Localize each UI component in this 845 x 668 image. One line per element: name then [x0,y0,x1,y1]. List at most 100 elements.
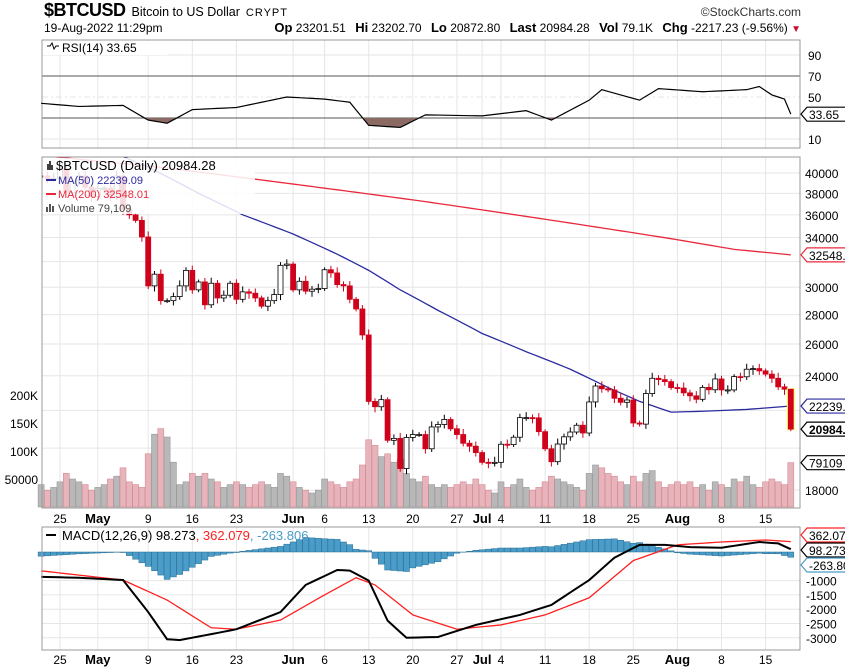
ma200-tag-label: 32548. [809,249,845,263]
candle-body [535,417,542,433]
volume-bar [705,489,713,508]
macd-histogram-bar [705,551,713,556]
volume-bar [352,478,360,508]
candle-body [271,294,278,302]
x-axis-label: 23 [230,512,244,526]
macd-signal-tag-label: 362.07 [809,529,845,543]
macd-histogram-bar [390,551,398,571]
volume-bar [226,484,234,508]
candle-body [403,437,410,469]
macd-histogram-bar [510,547,517,553]
macd-histogram-bar [718,551,725,557]
volume-bar [201,473,209,508]
volume-bar [207,478,215,508]
x-axis-label: 20 [406,653,420,667]
candle-body [668,381,674,388]
macd-histogram-bar [176,551,183,575]
volume-bar [69,478,76,508]
volume-bar [270,487,278,508]
macd-histogram-bar [711,551,719,556]
volume-value: 79.1K [621,21,654,35]
macd-histogram-bar [296,539,303,553]
x-axis-label: 18 [583,512,597,526]
macd-histogram-bar [693,551,700,555]
macd-histogram-bar [264,547,272,553]
price-legend-bg [43,158,255,214]
last-label: Last [509,20,537,35]
candle-body [189,269,196,291]
macd-legend-value: , -263.806 [250,528,309,543]
security-name: Bitcoin to US Dollar [131,5,240,19]
volume-bar [182,481,190,508]
volume-bar [585,473,593,508]
volume-bar [737,481,744,508]
macd-histogram-bar [617,540,624,553]
macd-histogram-bar [201,551,209,561]
x-axis-label: 23 [230,653,244,667]
x-axis-label: 11 [539,653,552,667]
candle-body [479,452,486,463]
candle-body [453,428,460,435]
macd-histogram-bar [680,551,687,554]
macd-legend: MACD(12,26,9) 98.273, 362.079, -263.806 [62,528,308,543]
volume-bar [195,475,202,508]
volume-bar [377,456,385,508]
macd-histogram-bar [422,551,429,566]
volume-bar [478,484,486,508]
x-axis-label: 25 [53,512,67,526]
candle-body [334,272,341,285]
volume-bar [642,473,650,508]
macd-histogram-bar [774,551,782,555]
volume-bar [56,481,64,508]
volume-bar [485,489,492,508]
volume-bar [674,481,681,508]
volume-bar [579,489,587,508]
volume-bar [434,487,442,508]
rsi-legend-icon [47,41,59,51]
volume-bar [409,478,417,508]
macd-histogram-bar [163,551,171,580]
volume-bar [566,484,574,508]
volume-bar [535,487,543,508]
macd-histogram-bar [233,551,240,553]
volume-bar [623,484,631,508]
volume-bar [321,478,328,508]
candle-body [315,288,322,290]
macd-histogram-bar [648,545,656,553]
candle-body [195,281,202,291]
macd-histogram-bar [667,550,675,553]
candle-body [290,263,297,291]
x-axis-label: 20 [406,512,420,526]
candle-body [208,282,215,306]
volume-bar [390,461,398,508]
macd-histogram-bar [132,551,139,560]
macd-histogram-bar [749,551,757,554]
price-tick-label: 38000 [805,187,839,201]
candle-body [561,436,567,445]
macd-histogram-bar [554,545,561,553]
price-tick-label: 18000 [805,484,839,498]
macd-signal-tag [800,527,845,543]
candle-body [567,431,574,438]
candle-body [611,389,618,399]
x-axis-label: Aug [665,511,690,526]
candle-body [674,387,681,389]
x-axis-label: 15 [759,512,773,526]
rsi-tick-label: 10 [808,133,822,147]
candle-body [340,284,347,287]
volume-bar [62,473,70,508]
candle-body [775,377,782,388]
x-axis-label: 27 [450,512,464,526]
volume-bar [403,473,410,508]
candle-body [258,297,265,307]
macd-histogram-bar [441,551,448,560]
x-axis-label: 15 [759,653,773,667]
candle-body [214,282,221,299]
ma200-legend: MA(200) 32548.01 [58,189,149,201]
macd-histogram-bar [371,551,379,559]
macd-value-tag [800,542,845,558]
candle-body [737,376,744,379]
volume-bar [655,481,662,508]
candle-body [296,280,303,291]
macd-histogram-bar [157,551,165,576]
